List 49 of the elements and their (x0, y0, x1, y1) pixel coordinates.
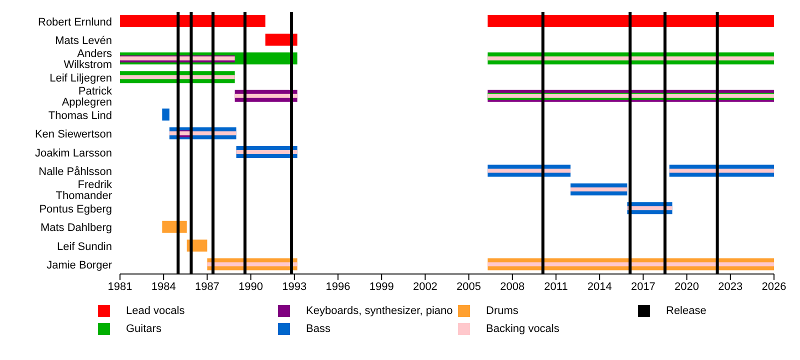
y-tick-label: Mats Dahlberg (40, 222, 112, 234)
x-tick-label: 2011 (544, 280, 568, 293)
bar (669, 168, 774, 173)
x-tick-label: 1981 (108, 280, 132, 293)
bar (234, 94, 298, 98)
x-tick-label: 1987 (194, 280, 220, 293)
y-tick-label: Pontus Egberg (39, 203, 112, 216)
legend-label: Bass (306, 323, 330, 335)
bar (488, 56, 774, 60)
bar (207, 262, 298, 266)
x-tick-label: 2017 (630, 280, 656, 293)
y-tick-label: Leif Sundin (56, 240, 112, 253)
x-tick-label: 1990 (238, 280, 264, 293)
y-tick-label: Thomas Lind (48, 110, 112, 122)
bar (120, 75, 235, 80)
x-tick-label: 1999 (369, 280, 394, 293)
bar (162, 108, 170, 121)
y-tick-label: Patrick Applegren (62, 86, 112, 109)
y-tick-label: Fredrik Thomander (56, 179, 112, 202)
legend-label: Keyboards, synthesizer, piano (306, 305, 453, 317)
x-tick-label: 1984 (151, 280, 176, 293)
bar (120, 15, 266, 27)
bar (488, 15, 774, 27)
legend-label: Drums (486, 305, 518, 317)
bar (488, 168, 571, 173)
y-tick-label: Ken Siewertson (34, 128, 112, 141)
y-tick-label: Leif Liljegren (50, 72, 112, 84)
x-tick-label: 2008 (500, 280, 525, 293)
legend-label: Release (666, 305, 706, 317)
y-tick-label: Anders Wilkstrom (64, 48, 112, 72)
x-tick-label: 2023 (718, 280, 743, 293)
bar (265, 34, 298, 46)
x-tick-label: 2026 (762, 280, 786, 293)
y-tick-label: Mats Levén (55, 34, 112, 47)
y-tick-label: Robert Ernlund (38, 16, 112, 28)
bar (570, 187, 628, 192)
y-tick-label: Jamie Borger (46, 260, 112, 272)
x-tick-label: 2002 (412, 280, 438, 293)
legend-label: Backing vocals (486, 323, 560, 335)
y-tick-label: Nalle Påhlsson (38, 166, 112, 178)
y-tick-label: Joakim Larsson (34, 147, 112, 160)
x-tick-label: 2014 (587, 280, 612, 293)
legend-label: Lead vocals (126, 305, 185, 317)
x-tick-label: 1993 (282, 280, 307, 293)
x-tick-label: 2020 (674, 280, 700, 293)
x-tick-label: 1996 (326, 280, 350, 293)
x-tick-label: 2005 (456, 280, 482, 293)
bar (488, 262, 774, 266)
legend-label: Guitars (126, 323, 162, 335)
